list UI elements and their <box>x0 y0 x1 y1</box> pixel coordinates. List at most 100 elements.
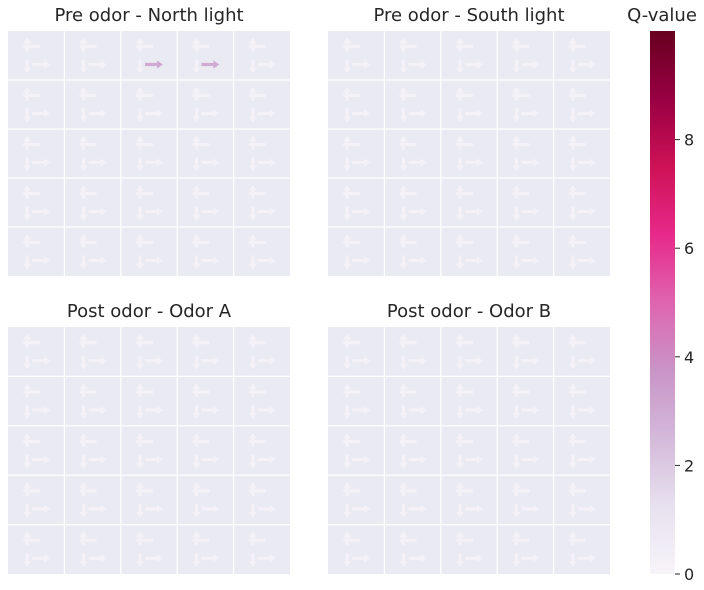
arrow-right-icon <box>145 356 163 365</box>
arrow-down-icon <box>456 255 464 270</box>
arrow-left-icon <box>78 437 97 446</box>
grid-cell <box>22 233 51 270</box>
arrow-right-icon <box>465 455 483 464</box>
arrow-right-icon <box>32 504 51 513</box>
arrow-down-icon <box>23 355 32 370</box>
grid-cell <box>191 37 220 74</box>
grid-cell <box>135 184 163 221</box>
arrow-down-icon <box>136 503 144 518</box>
colorbar-label: Q-value <box>627 5 697 26</box>
arrow-right-icon <box>521 356 540 365</box>
grid-cell <box>247 86 276 123</box>
arrow-left-icon <box>567 189 586 198</box>
arrow-right-icon <box>145 504 163 513</box>
grid-cell <box>342 37 371 74</box>
arrow-right-icon <box>521 504 540 513</box>
arrow-left-icon <box>342 91 361 100</box>
arrow-down-icon <box>399 206 408 221</box>
arrow-left-icon <box>511 91 530 100</box>
grid-cell <box>567 135 596 172</box>
arrow-down-icon <box>79 503 88 518</box>
arrow-right-icon <box>32 207 51 216</box>
arrow-down-icon <box>456 553 464 568</box>
colorbar-tick-label: 4 <box>684 348 694 367</box>
arrow-left-icon <box>135 42 153 51</box>
grid-cell <box>247 37 276 74</box>
arrow-left-icon <box>191 536 210 545</box>
arrow-down-icon <box>136 206 144 221</box>
panel-4: Post odor - Odor B <box>328 301 610 574</box>
arrow-right-icon <box>201 455 220 464</box>
colorbar-tick-label: 2 <box>684 456 694 475</box>
panel-2: Pre odor - South light <box>328 5 610 276</box>
arrow-left-icon <box>247 486 266 495</box>
arrow-left-icon <box>398 338 417 347</box>
arrow-left-icon <box>247 388 266 397</box>
grid-cell <box>22 481 51 518</box>
arrow-right-icon <box>465 60 483 69</box>
arrow-right-icon <box>352 256 371 265</box>
arrow-left-icon <box>567 486 586 495</box>
arrow-down-icon <box>399 108 408 123</box>
grid-cell <box>567 86 596 123</box>
arrow-left-icon <box>511 437 530 446</box>
arrow-left-icon <box>247 140 266 149</box>
arrow-right-icon <box>145 256 163 265</box>
arrow-down-icon <box>456 454 464 469</box>
arrow-right-icon <box>521 256 540 265</box>
grid-cell <box>78 481 107 518</box>
arrow-left-icon <box>342 338 361 347</box>
arrow-right-icon <box>257 158 276 167</box>
grid-cell <box>191 135 220 172</box>
arrow-left-icon <box>455 140 473 149</box>
arrow-right-icon <box>577 406 596 415</box>
arrow-left-icon <box>455 238 473 247</box>
arrow-down-icon <box>568 405 577 420</box>
arrow-left-icon <box>78 189 97 198</box>
arrow-left-icon <box>247 338 266 347</box>
arrow-right-icon <box>465 207 483 216</box>
arrow-down-icon <box>23 206 32 221</box>
arrow-left-icon <box>135 536 153 545</box>
arrow-right-icon <box>201 109 220 118</box>
arrow-down-icon <box>512 355 521 370</box>
arrow-left-icon <box>342 437 361 446</box>
arrow-right-icon <box>521 109 540 118</box>
panel-background <box>328 327 610 574</box>
grid-cell <box>78 233 107 270</box>
grid-cell <box>398 184 427 221</box>
colorbar: Q-value 0 2 4 6 8 <box>627 5 697 584</box>
arrow-right-icon <box>577 455 596 464</box>
arrow-down-icon <box>343 355 352 370</box>
arrow-left-icon <box>22 189 41 198</box>
arrow-left-icon <box>135 140 153 149</box>
arrow-left-icon <box>342 388 361 397</box>
arrow-left-icon <box>342 42 361 51</box>
arrow-left-icon <box>22 388 41 397</box>
arrow-down-icon <box>343 553 352 568</box>
arrow-right-icon <box>257 109 276 118</box>
grid-cell <box>22 333 51 370</box>
colorbar-tick-label: 8 <box>684 131 694 150</box>
arrow-down-icon <box>79 405 88 420</box>
arrow-right-icon <box>352 158 371 167</box>
arrow-right-icon <box>408 109 427 118</box>
arrow-left-icon <box>567 338 586 347</box>
grid-cell <box>398 135 427 172</box>
arrow-right-icon <box>32 256 51 265</box>
arrow-right-icon <box>465 554 483 563</box>
arrow-down-icon <box>512 553 521 568</box>
arrow-right-icon <box>352 60 371 69</box>
arrow-right-icon <box>88 504 107 513</box>
arrow-right-icon <box>352 406 371 415</box>
arrow-right-icon <box>145 158 163 167</box>
arrow-right-icon <box>88 109 107 118</box>
arrow-down-icon <box>512 255 521 270</box>
panel-background <box>8 31 290 276</box>
arrow-down-icon <box>456 59 464 74</box>
arrow-left-icon <box>78 91 97 100</box>
arrow-down-icon <box>512 454 521 469</box>
arrow-right-icon <box>257 207 276 216</box>
grid-cell <box>398 333 427 370</box>
grid-cell <box>342 383 371 420</box>
